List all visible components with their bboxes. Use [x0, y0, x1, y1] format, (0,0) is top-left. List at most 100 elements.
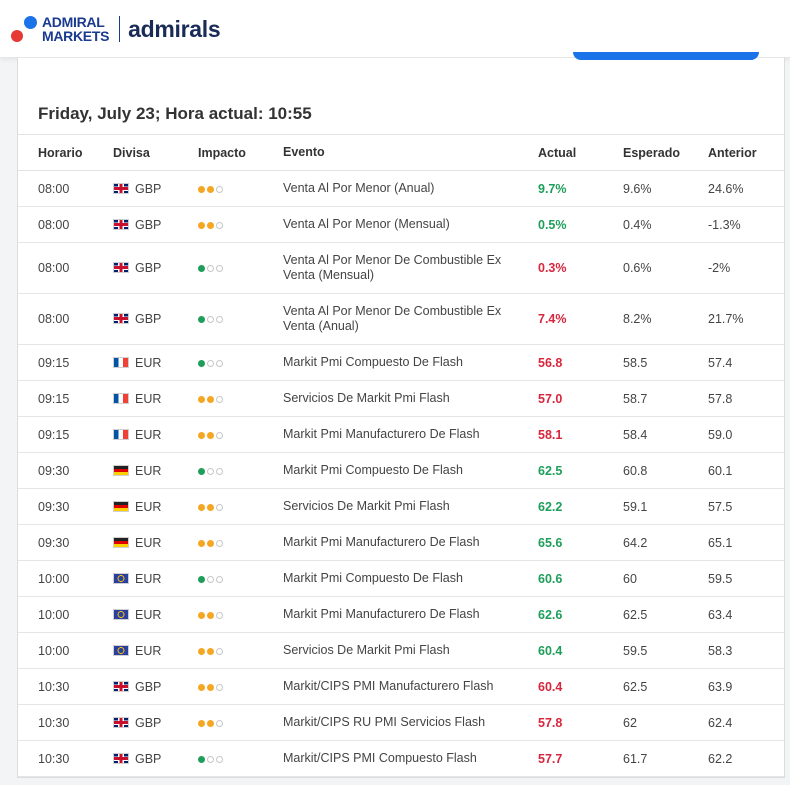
- brand-divider: [119, 16, 121, 42]
- table-row[interactable]: 09:30 EUR Markit Pmi Manufacturero De Flas…: [18, 524, 784, 561]
- cell-event[interactable]: Markit Pmi Compuesto De Flash: [283, 344, 538, 381]
- cell-expected: 59.1: [623, 488, 708, 525]
- cell-event[interactable]: Markit/CIPS PMI Compuesto Flash: [283, 740, 538, 777]
- impact-dot-icon: [198, 719, 205, 727]
- cell-currency: GBP: [113, 668, 198, 705]
- table-row[interactable]: 10:30 GBP Markit/CIPS PMI Compuesto Flash 5…: [18, 740, 784, 777]
- table-row[interactable]: 09:15 EUR Servicios De Markit Pmi Flash 57.…: [18, 380, 784, 417]
- date-title: Friday, July 23; Hora actual: 10:55: [38, 104, 312, 123]
- header-event: Evento: [283, 134, 538, 171]
- cell-previous: 63.4: [708, 596, 784, 633]
- cell-event[interactable]: Markit Pmi Compuesto De Flash: [283, 452, 538, 489]
- cell-actual: 62.5: [538, 452, 623, 489]
- cell-previous: 58.3: [708, 632, 784, 669]
- table-row[interactable]: 08:00 GBP Venta Al Por Menor De Combustibl…: [18, 242, 784, 294]
- impact-dot-icon: [198, 431, 205, 439]
- cell-event[interactable]: Venta Al Por Menor De Combustible Ex Ven…: [283, 293, 538, 345]
- cell-event[interactable]: Servicios De Markit Pmi Flash: [283, 380, 538, 417]
- flag-eu-icon: [113, 608, 129, 620]
- cell-impact: [198, 596, 283, 633]
- impact-dot-icon: [207, 316, 214, 323]
- impact-dot-icon: [207, 431, 214, 439]
- table-row[interactable]: 10:30 GBP Markit/CIPS PMI Manufacturero Fl…: [18, 668, 784, 705]
- brand-logo[interactable]: ADMIRAL MARKETS admirals: [10, 14, 221, 44]
- cell-currency: EUR: [113, 452, 198, 489]
- cell-event[interactable]: Markit Pmi Compuesto De Flash: [283, 560, 538, 597]
- cell-time: 08:00: [18, 206, 113, 243]
- impact-dot-icon: [207, 575, 214, 583]
- impact-dot-icon: [216, 316, 223, 323]
- cell-time: 09:30: [18, 524, 113, 561]
- cell-actual: 0.3%: [538, 242, 623, 294]
- table-row[interactable]: 10:00 EUR Servicios De Markit Pmi Flash 60.…: [18, 632, 784, 669]
- cell-time: 08:00: [18, 170, 113, 207]
- cell-event[interactable]: Markit Pmi Manufacturero De Flash: [283, 524, 538, 561]
- flag-gb-icon: [113, 218, 129, 230]
- cell-previous: 62.2: [708, 740, 784, 777]
- flag-fr-icon: [113, 356, 129, 368]
- cell-event[interactable]: Servicios De Markit Pmi Flash: [283, 488, 538, 525]
- table-row[interactable]: 08:00 GBP Venta Al Por Menor De Combustibl…: [18, 293, 784, 345]
- impact-dot-icon: [198, 185, 205, 193]
- flag-de-icon: [113, 500, 129, 512]
- cell-impact: [198, 380, 283, 417]
- table-row[interactable]: 10:00 EUR Markit Pmi Manufacturero De Flas…: [18, 596, 784, 633]
- impact-dot-icon: [216, 647, 223, 655]
- flag-eu-icon: [113, 572, 129, 584]
- cell-time: 08:00: [18, 293, 113, 345]
- cell-event[interactable]: Venta Al Por Menor (Mensual): [283, 206, 538, 243]
- flag-gb-icon: [113, 313, 129, 324]
- table-row[interactable]: 10:30 GBP Markit/CIPS RU PMI Servicios Fla…: [18, 704, 784, 741]
- impact-dot-icon: [198, 575, 205, 583]
- cell-expected: 9.6%: [623, 170, 708, 207]
- currency-code: EUR: [135, 535, 162, 550]
- currency-code: GBP: [135, 679, 162, 694]
- table-row[interactable]: 10:00 EUR Markit Pmi Compuesto De Flash 60.…: [18, 560, 784, 597]
- table-row[interactable]: 08:00 GBP Venta Al Por Menor (Mensual) 0.5%…: [18, 206, 784, 243]
- table-row[interactable]: 09:30 EUR Markit Pmi Compuesto De Flash 62.…: [18, 452, 784, 489]
- cell-event[interactable]: Markit/CIPS PMI Manufacturero Flash: [283, 668, 538, 705]
- currency-code: EUR: [135, 499, 162, 514]
- cell-previous: 62.4: [708, 704, 784, 741]
- cell-currency: GBP: [113, 740, 198, 777]
- cell-event[interactable]: Markit/CIPS RU PMI Servicios Flash: [283, 704, 538, 741]
- cell-actual: 60.4: [538, 668, 623, 705]
- impact-dot-icon: [216, 395, 223, 403]
- cell-expected: 62: [623, 704, 708, 741]
- cell-expected: 62.5: [623, 596, 708, 633]
- table-row[interactable]: 09:15 EUR Markit Pmi Compuesto De Flash 56.…: [18, 344, 784, 381]
- table-row[interactable]: 09:15 EUR Markit Pmi Manufacturero De Flas…: [18, 416, 784, 453]
- table-row[interactable]: 09:30 EUR Servicios De Markit Pmi Flash 62.…: [18, 488, 784, 525]
- header-previous: Anterior: [708, 134, 784, 171]
- cell-event[interactable]: Venta Al Por Menor De Combustible Ex Ven…: [283, 242, 538, 294]
- header-time: Horario: [18, 134, 113, 171]
- currency-code: GBP: [135, 261, 162, 275]
- cell-event[interactable]: Markit Pmi Manufacturero De Flash: [283, 596, 538, 633]
- cell-previous: 57.5: [708, 488, 784, 525]
- currency-code: GBP: [135, 715, 162, 730]
- cell-expected: 60: [623, 560, 708, 597]
- impact-dot-icon: [198, 265, 205, 272]
- cell-time: 10:00: [18, 560, 113, 597]
- impact-dot-icon: [216, 359, 223, 367]
- blue-action-button[interactable]: [573, 52, 759, 60]
- cell-actual: 65.6: [538, 524, 623, 561]
- brand-old-line-2: MARKETS: [42, 28, 110, 44]
- impact-dot-icon: [198, 647, 205, 655]
- flag-de-icon: [113, 536, 129, 548]
- header-actual: Actual: [538, 134, 623, 171]
- table-row[interactable]: 08:00 GBP Venta Al Por Menor (Anual) 9.7% 9.…: [18, 170, 784, 207]
- cell-expected: 60.8: [623, 452, 708, 489]
- cell-currency: EUR: [113, 488, 198, 525]
- cell-event[interactable]: Markit Pmi Manufacturero De Flash: [283, 416, 538, 453]
- currency-code: EUR: [135, 355, 162, 370]
- cell-impact: [198, 632, 283, 669]
- cell-currency: GBP: [113, 170, 198, 207]
- impact-dot-icon: [207, 359, 214, 367]
- cell-actual: 57.7: [538, 740, 623, 777]
- cell-expected: 59.5: [623, 632, 708, 669]
- cell-event[interactable]: Servicios De Markit Pmi Flash: [283, 632, 538, 669]
- cell-event[interactable]: Venta Al Por Menor (Anual): [283, 170, 538, 207]
- impact-dot-icon: [198, 503, 205, 511]
- cell-time: 10:00: [18, 632, 113, 669]
